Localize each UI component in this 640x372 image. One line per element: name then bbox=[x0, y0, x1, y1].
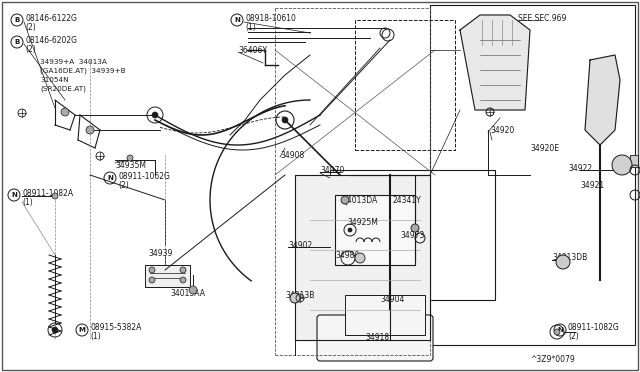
Text: 34904: 34904 bbox=[380, 295, 404, 305]
Text: (2): (2) bbox=[568, 333, 579, 341]
Text: 34921: 34921 bbox=[580, 180, 604, 189]
Circle shape bbox=[52, 327, 58, 333]
Text: 34920E: 34920E bbox=[530, 144, 559, 153]
Polygon shape bbox=[460, 15, 530, 110]
Text: 08918-10610: 08918-10610 bbox=[245, 13, 296, 22]
Text: B: B bbox=[14, 39, 20, 45]
Text: 34013DB: 34013DB bbox=[552, 253, 588, 263]
Circle shape bbox=[127, 155, 133, 161]
Text: 34973: 34973 bbox=[400, 231, 424, 240]
Text: SEE SEC.969: SEE SEC.969 bbox=[518, 13, 566, 22]
Bar bbox=[335, 195, 415, 265]
Polygon shape bbox=[585, 55, 620, 145]
Text: 34970: 34970 bbox=[320, 166, 344, 174]
Circle shape bbox=[189, 286, 197, 294]
Text: 34939: 34939 bbox=[148, 248, 172, 257]
Text: (SR20DE.AT): (SR20DE.AT) bbox=[40, 86, 86, 92]
Text: ^3Z9*0079: ^3Z9*0079 bbox=[530, 356, 575, 365]
FancyBboxPatch shape bbox=[317, 315, 433, 361]
Circle shape bbox=[52, 193, 58, 199]
Circle shape bbox=[612, 155, 632, 175]
Circle shape bbox=[61, 108, 69, 116]
Text: (2): (2) bbox=[25, 45, 36, 54]
Text: 34920: 34920 bbox=[490, 125, 515, 135]
Text: (1): (1) bbox=[245, 22, 256, 32]
Bar bbox=[355, 20, 455, 150]
Circle shape bbox=[152, 112, 158, 118]
Circle shape bbox=[341, 196, 349, 204]
Bar bbox=[345, 295, 425, 335]
Text: 08146-6202G: 08146-6202G bbox=[25, 35, 77, 45]
Text: 08911-1062G: 08911-1062G bbox=[118, 171, 170, 180]
Text: 34908: 34908 bbox=[280, 151, 304, 160]
Circle shape bbox=[556, 255, 570, 269]
Text: 34980: 34980 bbox=[335, 250, 359, 260]
Circle shape bbox=[180, 277, 186, 283]
Text: 08911-1082A: 08911-1082A bbox=[22, 189, 73, 198]
Text: N: N bbox=[107, 175, 113, 181]
Text: 34925M: 34925M bbox=[347, 218, 378, 227]
Text: 31054N: 31054N bbox=[40, 77, 68, 83]
Circle shape bbox=[149, 267, 155, 273]
Text: 08146-6122G: 08146-6122G bbox=[25, 13, 77, 22]
Text: N: N bbox=[11, 192, 17, 198]
Circle shape bbox=[290, 293, 300, 303]
Text: 34939+A  34013A: 34939+A 34013A bbox=[40, 59, 107, 65]
Circle shape bbox=[180, 267, 186, 273]
Text: 08911-1082G: 08911-1082G bbox=[568, 324, 620, 333]
Text: 34902: 34902 bbox=[288, 241, 312, 250]
Text: 34013B: 34013B bbox=[285, 291, 314, 299]
Text: 08915-5382A: 08915-5382A bbox=[90, 324, 141, 333]
Text: 34922: 34922 bbox=[568, 164, 592, 173]
Bar bbox=[630, 155, 638, 167]
Text: 34918: 34918 bbox=[365, 334, 389, 343]
Bar bbox=[145, 265, 190, 287]
Circle shape bbox=[348, 228, 352, 232]
Text: N: N bbox=[234, 17, 240, 23]
Bar bbox=[330, 170, 495, 300]
Circle shape bbox=[86, 126, 94, 134]
Polygon shape bbox=[295, 175, 430, 340]
Circle shape bbox=[554, 329, 560, 335]
Text: (2): (2) bbox=[118, 180, 129, 189]
Circle shape bbox=[149, 277, 155, 283]
Text: (2): (2) bbox=[25, 22, 36, 32]
Circle shape bbox=[355, 253, 365, 263]
Circle shape bbox=[411, 224, 419, 232]
Text: (1): (1) bbox=[22, 198, 33, 206]
Text: 36406Y: 36406Y bbox=[238, 45, 267, 55]
Text: (GA16DE.AT)  34939+B: (GA16DE.AT) 34939+B bbox=[40, 68, 125, 74]
Text: 24341Y: 24341Y bbox=[393, 196, 422, 205]
Circle shape bbox=[282, 117, 288, 123]
Text: 34013AA: 34013AA bbox=[170, 289, 205, 298]
Text: 34935M: 34935M bbox=[115, 160, 146, 170]
Text: N: N bbox=[557, 327, 563, 333]
Bar bbox=[430, 5, 635, 345]
Text: M: M bbox=[79, 327, 85, 333]
Text: B: B bbox=[14, 17, 20, 23]
Text: 34013DA: 34013DA bbox=[342, 196, 377, 205]
Text: (1): (1) bbox=[90, 333, 100, 341]
